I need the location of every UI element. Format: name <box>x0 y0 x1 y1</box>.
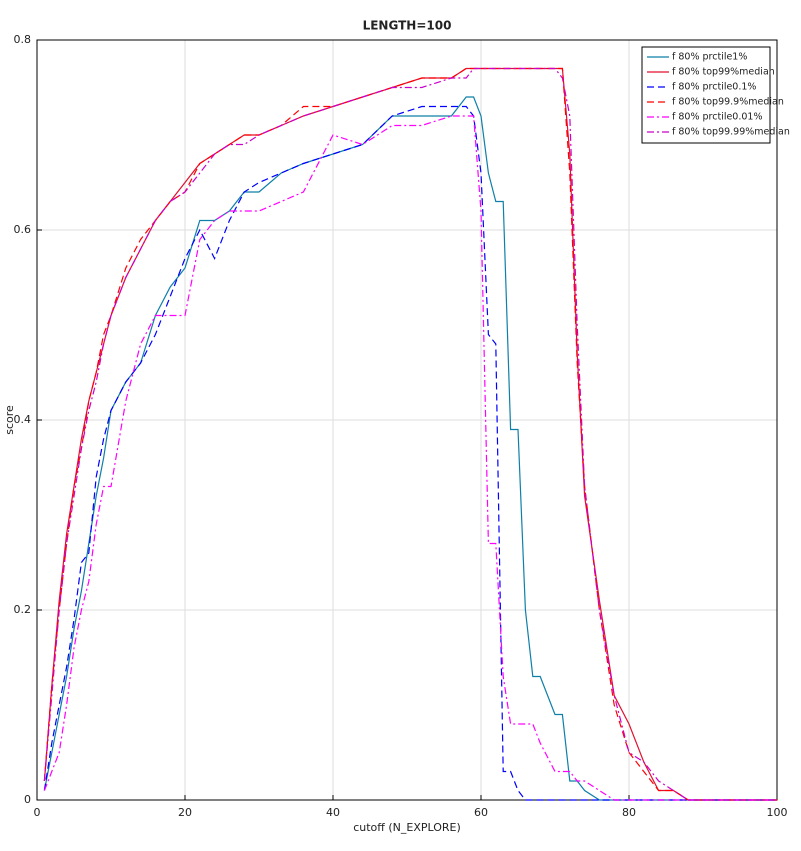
series-line <box>43 105 777 801</box>
series-line <box>43 96 777 801</box>
series-line <box>43 115 777 801</box>
legend-label: f 80% top99%median <box>672 67 775 78</box>
legend-box <box>641 46 771 144</box>
legend-label: f 80% prctile1% <box>672 52 747 63</box>
legend-label: f 80% top99.9%median <box>672 97 784 108</box>
x-tick-label: 100 <box>767 806 788 819</box>
y-axis-label: score <box>3 405 16 435</box>
y-tick-label: 0.2 <box>14 603 32 616</box>
legend-label: f 80% prctile0.01% <box>672 112 762 123</box>
series-line <box>43 67 777 801</box>
y-tick-label: 0 <box>24 793 31 806</box>
x-axis-label: cutoff (N_EXPLORE) <box>353 821 461 834</box>
x-tick-label: 60 <box>474 806 488 819</box>
legend-label: f 80% top99.99%median <box>672 127 790 138</box>
x-tick-label: 20 <box>178 806 192 819</box>
chart-title: LENGTH=100 <box>363 19 452 33</box>
x-tick-label: 40 <box>326 806 340 819</box>
y-tick-label: 0.8 <box>14 33 32 46</box>
y-tick-label: 0.4 <box>14 413 32 426</box>
plot-frame <box>36 39 778 801</box>
y-tick-label: 0.6 <box>14 223 32 236</box>
legend-label: f 80% prctile0.1% <box>672 82 756 93</box>
x-tick-label: 80 <box>622 806 636 819</box>
x-tick-label: 0 <box>34 806 41 819</box>
